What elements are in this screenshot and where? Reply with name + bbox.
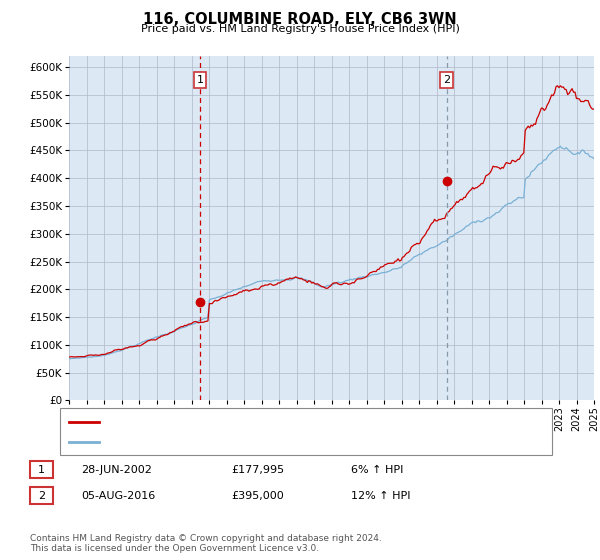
Text: Contains HM Land Registry data © Crown copyright and database right 2024.
This d: Contains HM Land Registry data © Crown c… [30,534,382,553]
Text: 28-JUN-2002: 28-JUN-2002 [81,465,152,475]
Text: £395,000: £395,000 [231,491,284,501]
Text: 05-AUG-2016: 05-AUG-2016 [81,491,155,501]
Text: Price paid vs. HM Land Registry's House Price Index (HPI): Price paid vs. HM Land Registry's House … [140,24,460,34]
Text: 2: 2 [443,75,451,85]
Text: 6% ↑ HPI: 6% ↑ HPI [351,465,403,475]
Text: HPI: Average price, detached house, East Cambridgeshire: HPI: Average price, detached house, East… [105,437,407,447]
Text: 1: 1 [197,75,203,85]
Text: 1: 1 [38,465,45,475]
Text: £177,995: £177,995 [231,465,284,475]
Text: 12% ↑ HPI: 12% ↑ HPI [351,491,410,501]
Text: 116, COLUMBINE ROAD, ELY, CB6 3WN (detached house): 116, COLUMBINE ROAD, ELY, CB6 3WN (detac… [105,417,401,427]
Text: 116, COLUMBINE ROAD, ELY, CB6 3WN: 116, COLUMBINE ROAD, ELY, CB6 3WN [143,12,457,27]
Text: 2: 2 [38,491,45,501]
